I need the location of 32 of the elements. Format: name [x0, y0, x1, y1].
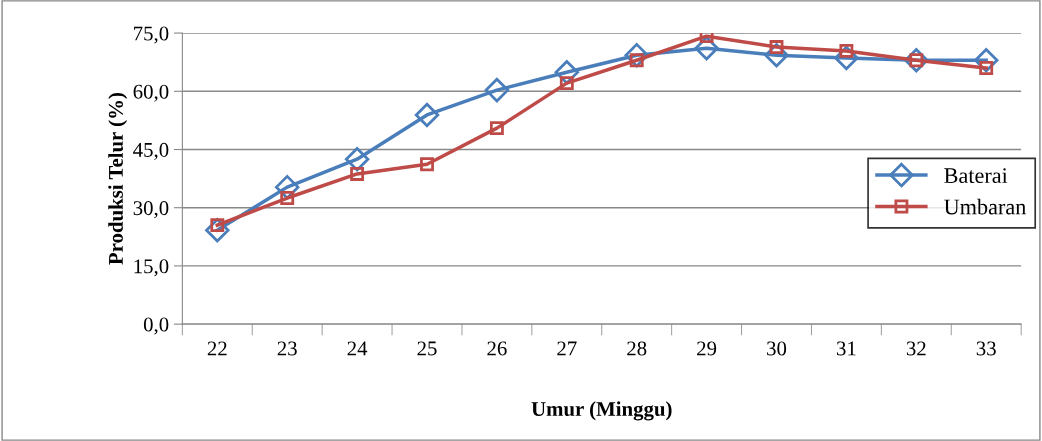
x-tick-label: 28	[627, 341, 647, 356]
x-tick-label: 32	[906, 341, 926, 356]
point	[489, 121, 504, 136]
x-axis-title: Umur (Minggu)	[531, 401, 672, 421]
legend-label: Umbaran	[944, 198, 1026, 215]
y-tick-label: 15,0	[134, 259, 169, 277]
y-axis-title: Produksi Telur (%)	[108, 93, 128, 265]
x-tick-label: 25	[417, 341, 437, 356]
x-tick-label: 29	[697, 341, 717, 356]
x-tick-label: 27	[557, 341, 577, 356]
y-tick-label: 45,0	[133, 142, 169, 160]
point	[839, 43, 854, 58]
legend-label: Baterai	[944, 168, 1008, 184]
x-tick-label: 23	[277, 341, 297, 356]
point	[350, 167, 365, 181]
point	[769, 40, 784, 54]
x-tick-label: 33	[976, 341, 996, 356]
point	[414, 102, 440, 128]
y-tick-label: 60,0	[133, 84, 169, 102]
x-tick-label: 30	[767, 341, 787, 356]
point	[484, 77, 510, 103]
x-tick-label: 31	[836, 341, 856, 356]
y-tick-label: 30,0	[133, 201, 169, 219]
y-tick-label: 75,0	[134, 26, 169, 44]
x-tick-label: 22	[207, 341, 227, 356]
point	[979, 61, 994, 75]
x-tick-label: 24	[347, 341, 368, 356]
x-tick-label: 26	[487, 341, 507, 356]
point	[559, 76, 574, 91]
y-tick-label: 0,0	[143, 317, 169, 335]
point	[420, 157, 434, 172]
point	[280, 191, 295, 205]
